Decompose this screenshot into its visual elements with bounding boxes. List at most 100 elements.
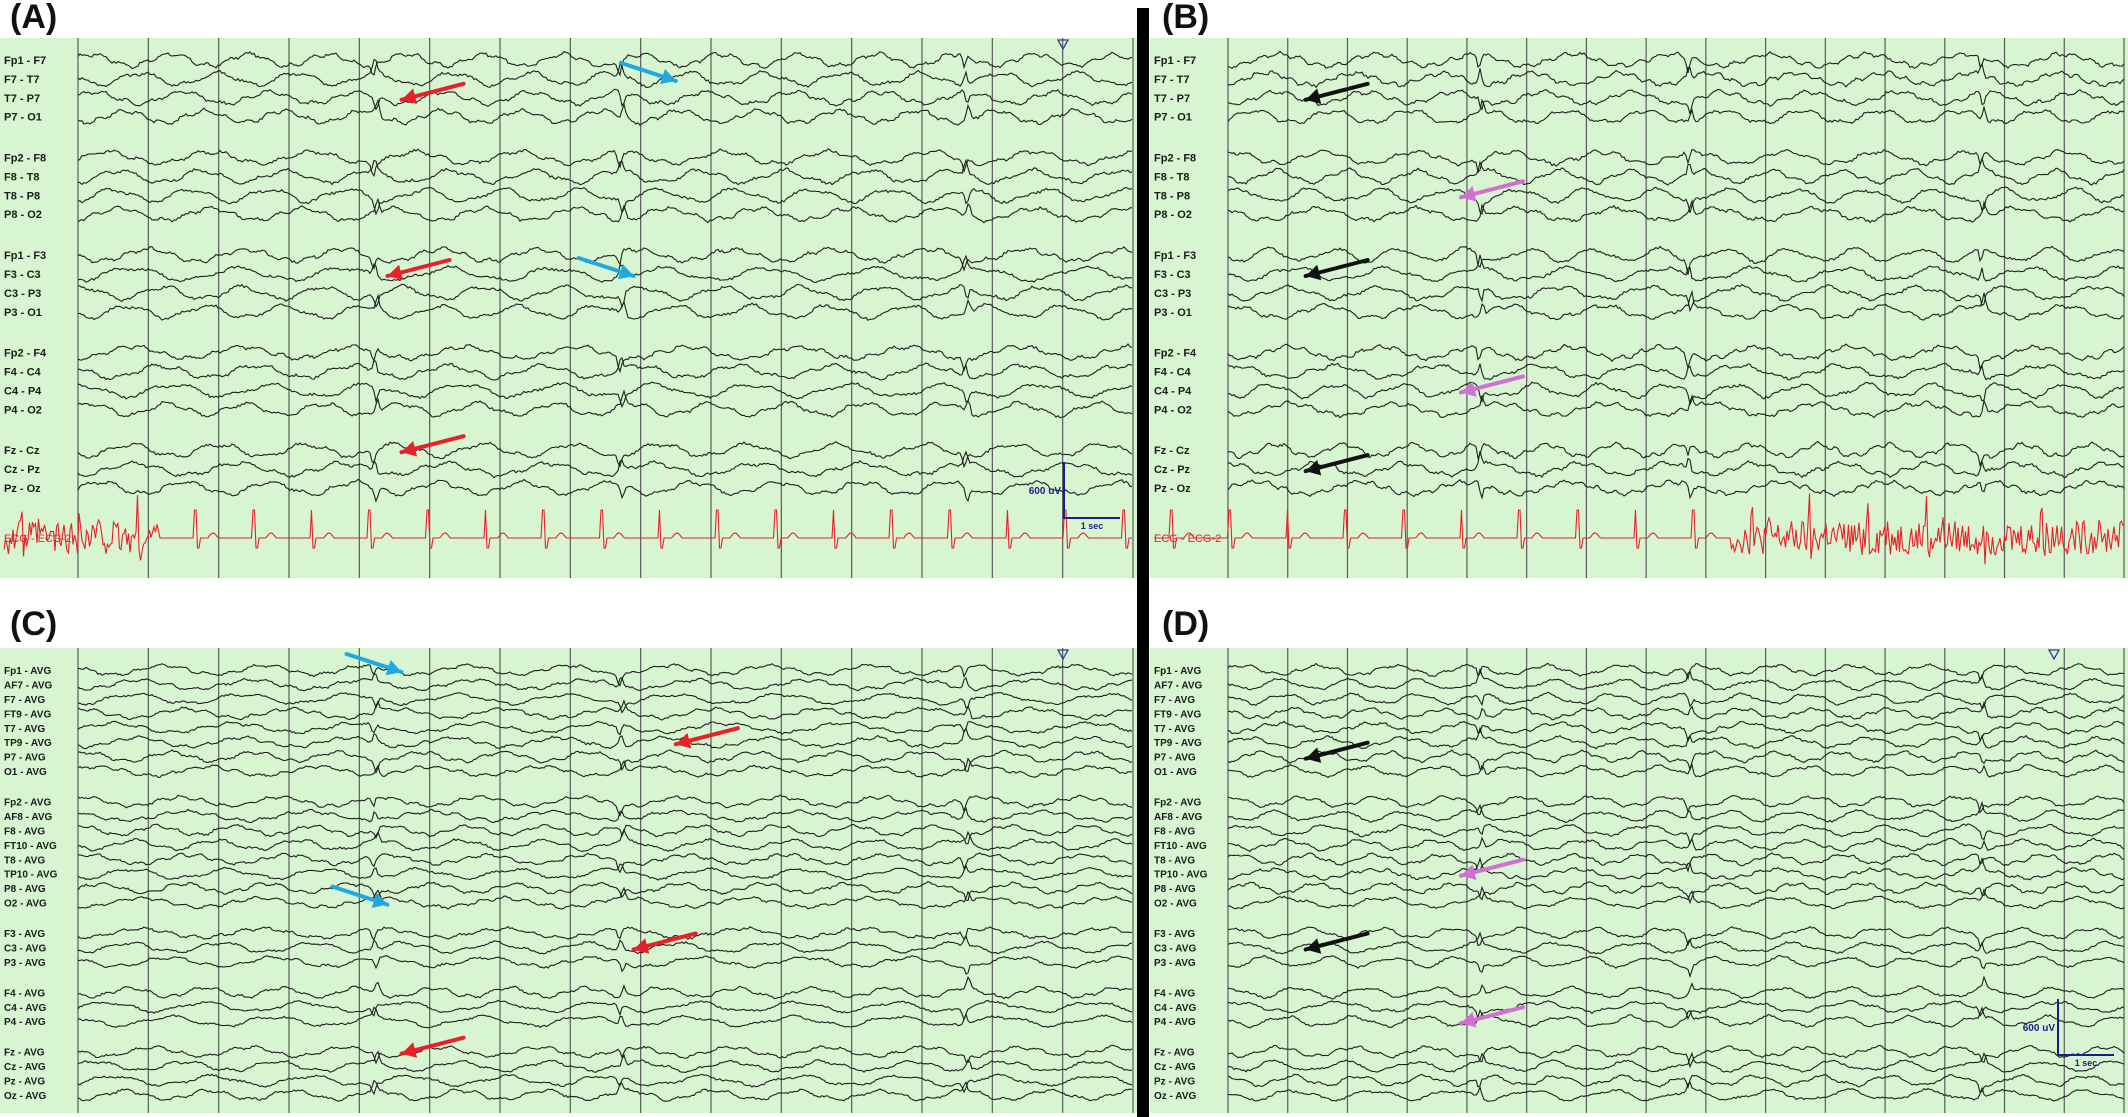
arrow-blue	[576, 256, 636, 280]
eeg-trace	[1228, 88, 2125, 115]
eeg-trace	[77, 1006, 1133, 1029]
eeg-trace	[77, 58, 1133, 89]
eeg-trace	[1228, 1081, 2125, 1102]
eeg-trace	[77, 806, 1133, 824]
eeg-trace	[77, 283, 1133, 309]
channel-label: C3 - AVG	[4, 943, 46, 954]
channel-label: Fp1 - F7	[1154, 55, 1196, 67]
channel-label: Fp2 - F8	[1154, 153, 1196, 165]
channel-label: TP9 - AVG	[1154, 738, 1202, 749]
arrow-red	[631, 931, 698, 954]
channel-label: P7 - O1	[1154, 112, 1192, 124]
arrow-red	[399, 434, 466, 457]
channel-label: C4 - AVG	[4, 1003, 46, 1014]
eeg-trace	[1227, 885, 2125, 910]
channel-label: Fp2 - AVG	[1154, 798, 1201, 809]
eeg-trace	[77, 1050, 1133, 1073]
eeg-trace	[77, 293, 1133, 322]
eeg-trace	[1227, 451, 2125, 479]
arrow-blue	[618, 60, 678, 85]
channel-label: Cz - Pz	[4, 464, 41, 476]
channel-label: P7 - AVG	[4, 753, 46, 764]
channel-label: Pz - AVG	[1154, 1077, 1195, 1088]
eeg-trace	[77, 794, 1133, 817]
eeg-trace	[77, 148, 1133, 178]
eeg-trace	[77, 663, 1133, 687]
channel-label: Fp2 - AVG	[4, 798, 51, 809]
eeg-trace	[77, 699, 1133, 721]
eeg-trace	[77, 254, 1133, 284]
eeg-trace	[1227, 381, 2125, 406]
channel-label: TP9 - AVG	[4, 738, 52, 749]
panel-background	[0, 38, 1137, 578]
channel-label: TP10 - AVG	[4, 870, 58, 881]
eeg-trace	[1227, 156, 2125, 186]
channel-label: T8 - AVG	[4, 855, 45, 866]
channel-label: P3 - O1	[4, 307, 42, 319]
event-marker-icon	[2047, 649, 2061, 661]
eeg-trace	[1227, 1051, 2125, 1073]
eeg-trace	[77, 672, 1133, 692]
eeg-trace	[1227, 881, 2125, 905]
channel-label: Fp1 - F3	[1154, 250, 1196, 262]
channel-label: T8 - AVG	[1154, 855, 1195, 866]
eeg-trace	[1227, 926, 2125, 948]
eeg-trace	[1228, 999, 2125, 1021]
eeg-trace	[77, 999, 1132, 1022]
eeg-trace	[1227, 795, 2125, 816]
eeg-trace	[1227, 823, 2125, 846]
eeg-trace	[1227, 975, 2125, 1000]
panel-background	[1150, 648, 2128, 1113]
eeg-trace	[78, 852, 1133, 874]
channel-label: Fz - Cz	[4, 445, 40, 457]
channel-label: T7 - AVG	[1154, 724, 1195, 735]
channel-label: F4 - AVG	[1154, 988, 1195, 999]
channel-label: P4 - AVG	[4, 1017, 46, 1028]
eeg-trace	[77, 343, 1133, 374]
eeg-trace	[1227, 362, 2125, 381]
channel-label: Fp2 - F4	[1154, 348, 1197, 360]
channel-label: O2 - AVG	[1154, 899, 1197, 910]
channel-label: P8 - AVG	[4, 884, 46, 895]
ecg-trace	[1154, 493, 2124, 565]
channel-label: Fp1 - AVG	[1154, 666, 1201, 677]
channel-label: O1 - AVG	[4, 767, 47, 778]
eeg-trace	[77, 863, 1133, 881]
eeg-trace	[1227, 479, 2125, 500]
channel-label: AF7 - AVG	[4, 680, 53, 691]
eeg-trace	[78, 749, 1133, 775]
channel-label: AF8 - AVG	[1154, 812, 1203, 823]
channel-label: Fp1 - AVG	[4, 666, 51, 677]
panel-divider	[1137, 8, 1149, 1117]
eeg-trace	[1227, 662, 2125, 682]
channel-label: P7 - O1	[4, 112, 42, 124]
channel-label: C3 - P3	[1154, 288, 1191, 300]
eeg-trace	[77, 925, 1133, 942]
eeg-trace	[77, 158, 1133, 186]
panel-label-c: (C)	[10, 605, 58, 643]
eeg-trace	[77, 246, 1133, 272]
arrow-red	[673, 726, 740, 749]
arrow-blue	[344, 652, 404, 676]
channel-label: AF8 - AVG	[4, 812, 53, 823]
scale-time-label: 1 sec	[1081, 521, 1104, 531]
channel-label: C4 - P4	[4, 385, 42, 397]
panel-a: Fp1 - F7 F7 - T7 T7 - P7 P7 - O1 Fp2 - F8 F8 …	[0, 38, 1137, 578]
channel-label: F3 - C3	[1154, 269, 1191, 281]
channel-label: Cz - AVG	[4, 1062, 46, 1073]
eeg-trace	[1227, 186, 2125, 215]
panel-b: Fp1 - F7 F7 - T7 T7 - P7 P7 - O1 Fp2 - F8 F8 …	[1150, 38, 2128, 578]
channel-label: Fz - AVG	[4, 1048, 45, 1059]
eeg-trace	[77, 1079, 1133, 1102]
channel-label: T7 - AVG	[4, 724, 45, 735]
eeg-trace	[77, 726, 1133, 750]
eeg-trace	[77, 50, 1133, 77]
arrow-red	[399, 1035, 466, 1058]
channel-label: F7 - T7	[1154, 74, 1189, 86]
panel-label-d: (D)	[1162, 605, 1210, 643]
arrow-blue	[330, 884, 390, 908]
eeg-trace	[1227, 667, 2125, 692]
channel-label: FT10 - AVG	[4, 841, 57, 852]
channel-label: F7 - T7	[4, 74, 39, 86]
eeg-trace	[1227, 700, 2125, 721]
